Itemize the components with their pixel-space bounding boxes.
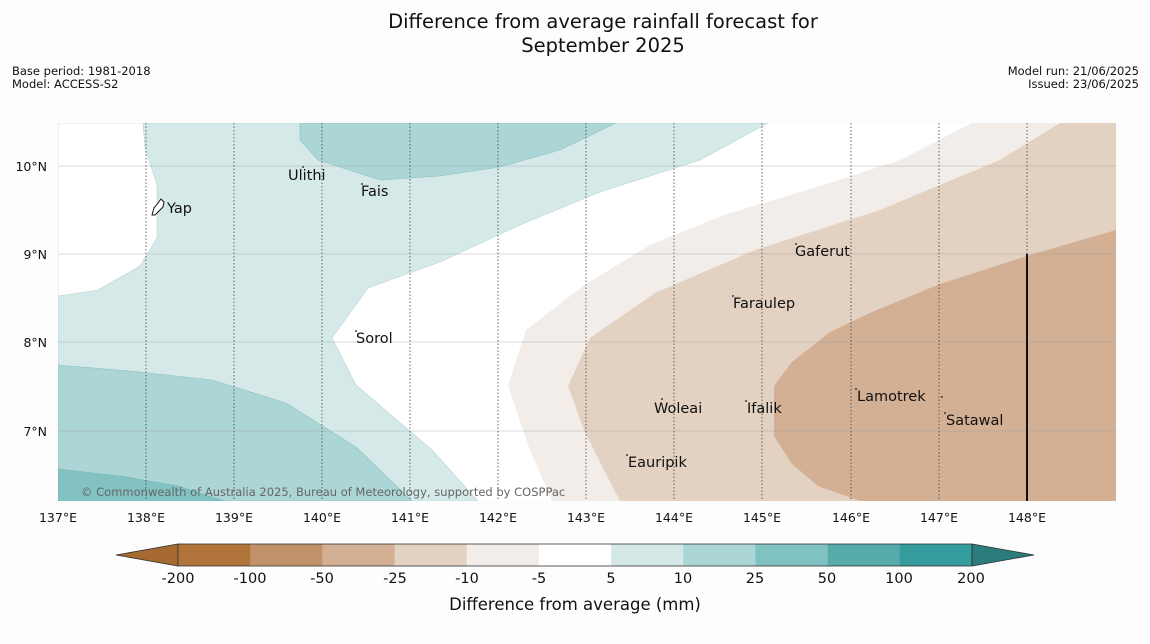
legend-colorbar [115,543,1035,567]
metadata-right: Model run: 21/06/2025 Issued: 23/06/2025 [1008,65,1139,91]
model-run-text: Model run: 21/06/2025 [1007,64,1139,78]
legend-extend-low-triangle [115,543,179,567]
lon-label-147e: 147°E [920,510,958,525]
legend-color-cells [115,543,1035,567]
place-label-fais: Fais [361,184,388,200]
legend-color-cell [611,544,684,566]
map-title: Difference from average rainfall forecas… [0,10,1150,58]
metadata-left: Base period: 1981-2018 Model: ACCESS-S2 [12,65,151,91]
lon-label-137e: 137°E [39,510,77,525]
model-text: Model: ACCESS-S2 [12,77,119,91]
place-label-yap: Yap [166,201,192,217]
place-label-sorol: Sorol [356,331,393,347]
lat-label-7n: 7°N [23,424,47,439]
legend-tick-10: 10 [674,571,692,587]
legend-tick-100: 100 [885,571,913,587]
legend-title: Difference from average (mm) [449,595,701,614]
legend-color-cell [466,544,540,566]
place-label-gaferut: Gaferut [795,244,850,260]
legend-color-cell [899,544,973,566]
lat-label-8n: 8°N [23,335,47,350]
legend-colorbar-frame [177,543,973,567]
legend-color-cell [178,544,251,566]
place-label-ulithi: Ulithi [288,168,326,184]
legend-color-cell [683,544,756,566]
legend-tick-25: 25 [746,571,764,587]
place-label-lamotrek: Lamotrek [857,389,926,405]
legend-tick-minus-50: -50 [310,571,334,587]
yap-island-outline [151,198,165,216]
legend-tick-5: 5 [606,571,615,587]
latitude-gridlines [58,165,1116,432]
place-label-eauripik: Eauripik [628,455,687,471]
lon-label-143e: 143°E [567,510,605,525]
region-wetter-10-25mm-north [299,123,617,181]
legend-tick-minus-100: -100 [234,571,267,587]
region-drier-10-25mm [568,123,1116,501]
island-dots [302,166,946,456]
issued-text: Issued: 23/06/2025 [1028,77,1139,91]
lon-label-141e: 141°E [391,510,429,525]
legend-tick-minus-10: -10 [455,571,479,587]
legend-tick-50: 50 [818,571,836,587]
map-title-line-1: Difference from average rainfall forecas… [388,10,818,33]
region-wetter-5-10mm [58,123,769,501]
legend-color-cell [322,544,395,566]
map-area: Ulithi Fais Yap Gaferut Faraulep Sorol L… [58,123,1116,501]
lon-label-139e: 139°E [215,510,253,525]
legend-extend-high-triangle [971,543,1035,567]
lon-label-140e: 140°E [303,510,341,525]
lat-label-10n: 10°N [15,159,47,174]
place-label-faraulep: Faraulep [733,296,795,312]
region-drier-25-50mm [774,230,1116,501]
place-label-satawal: Satawal [946,413,1003,429]
place-label-ifalik: Ifalik [747,401,782,417]
legend-color-cell [538,544,612,566]
lon-label-148e: 148°E [1008,510,1046,525]
copyright-text: © Commonwealth of Australia 2025, Bureau… [81,485,565,499]
legend-tick-minus-25: -25 [383,571,407,587]
lat-label-9n: 9°N [23,247,47,262]
longitude-gridlines [145,123,1028,501]
place-label-woleai: Woleai [654,401,702,417]
region-neutral-yap [58,123,158,297]
legend-tick-minus-200: -200 [162,571,195,587]
region-drier-5-10mm [508,123,1116,501]
map-title-line-2: September 2025 [521,34,685,57]
lon-label-138e: 138°E [127,510,165,525]
base-period-text: Base period: 1981-2018 [12,64,151,78]
legend-color-cell [827,544,901,566]
legend-color-cell [755,544,828,566]
region-wetter-10-25mm-south [58,364,413,501]
map-background [58,123,1116,501]
lon-label-144e: 144°E [655,510,693,525]
lon-label-145e: 145°E [743,510,781,525]
legend-tick-200: 200 [957,571,985,587]
legend-color-cell [394,544,468,566]
legend-color-cell [250,544,323,566]
region-wetter-25-50mm [58,468,225,501]
lon-label-146e: 146°E [832,510,870,525]
legend-tick-minus-5: -5 [532,571,546,587]
lon-label-142e: 142°E [479,510,517,525]
